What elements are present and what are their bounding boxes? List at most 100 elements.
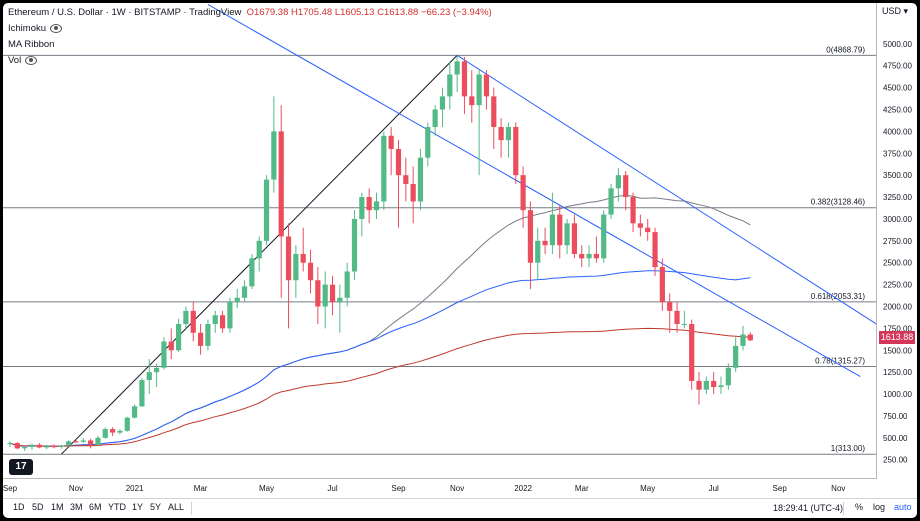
currency-selector[interactable]: USD ▾ bbox=[882, 6, 909, 16]
candle-body bbox=[190, 310, 196, 333]
range-5d[interactable]: 5D bbox=[32, 502, 44, 512]
candle-body bbox=[674, 310, 680, 325]
range-5y[interactable]: 5Y bbox=[150, 502, 162, 512]
candle-body bbox=[293, 253, 299, 281]
x-tick-label: May bbox=[640, 484, 655, 493]
indicator-vol[interactable]: Vol bbox=[8, 55, 38, 66]
fib-level-label: 0(4868.79) bbox=[826, 45, 865, 54]
candle-body bbox=[615, 175, 621, 189]
candle-body bbox=[359, 197, 365, 219]
y-tick-label: 2750.00 bbox=[883, 237, 912, 246]
candle-body bbox=[300, 253, 306, 263]
ohlc-low: L1605.13 bbox=[334, 7, 375, 18]
candle-body bbox=[586, 253, 592, 259]
symbol-header: Ethereum / U.S. Dollar · 1W · BITSTAMP ·… bbox=[8, 7, 492, 18]
candle-body bbox=[212, 315, 218, 325]
candle-body bbox=[483, 74, 490, 97]
candle-body bbox=[520, 175, 526, 211]
y-tick-label: 4000.00 bbox=[883, 127, 912, 136]
divider bbox=[191, 502, 192, 515]
auto-toggle[interactable]: auto bbox=[894, 502, 912, 512]
range-all[interactable]: ALL bbox=[168, 502, 185, 512]
candle-body bbox=[439, 96, 446, 110]
candle-body bbox=[513, 127, 519, 176]
candle-body bbox=[88, 440, 94, 445]
candle-body bbox=[645, 227, 651, 233]
candle-body bbox=[505, 127, 512, 141]
eye-icon[interactable] bbox=[50, 23, 63, 33]
range-3m[interactable]: 3M bbox=[70, 502, 83, 512]
last-price-badge: 1613.88 bbox=[879, 331, 915, 344]
candle-body bbox=[241, 286, 248, 298]
tradingview-logo[interactable]: 17 bbox=[9, 459, 33, 475]
x-tick-label: Mar bbox=[575, 484, 589, 493]
x-tick-label: Nov bbox=[831, 484, 845, 493]
candle-body bbox=[95, 437, 101, 445]
x-tick-label: Nov bbox=[450, 484, 464, 493]
range-6m[interactable]: 6M bbox=[89, 502, 102, 512]
candle-body bbox=[256, 240, 262, 259]
y-tick-label: 2250.00 bbox=[883, 281, 912, 290]
plot-area[interactable]: 0(4868.79) 0.382(3128.46) 0.618(2053.31) 0.… bbox=[3, 3, 912, 493]
candle-body bbox=[395, 148, 402, 176]
candle-body bbox=[659, 267, 665, 303]
price-change: −66.23 (−3.94%) bbox=[420, 7, 492, 18]
candle-body bbox=[718, 385, 724, 388]
candle-body bbox=[263, 179, 270, 241]
range-1d[interactable]: 1D bbox=[13, 502, 25, 512]
candle-body bbox=[307, 262, 314, 281]
candle-body bbox=[601, 214, 607, 259]
candle-body bbox=[608, 188, 614, 215]
candle-body bbox=[381, 135, 387, 202]
range-1m[interactable]: 1M bbox=[51, 502, 64, 512]
indicator-ichimoku[interactable]: Ichimoku bbox=[8, 23, 63, 34]
candle-body bbox=[285, 236, 292, 281]
fib-level-label: 0.382(3128.46) bbox=[811, 198, 866, 207]
candle-body bbox=[733, 345, 739, 368]
eye-icon[interactable] bbox=[25, 55, 38, 65]
percent-toggle[interactable]: % bbox=[855, 502, 864, 512]
log-toggle[interactable]: log bbox=[873, 502, 886, 512]
candle-body bbox=[315, 280, 321, 307]
candle-body bbox=[696, 380, 702, 390]
clock: 18:29:41 (UTC-4) bbox=[773, 503, 844, 513]
candle-body bbox=[344, 271, 350, 298]
y-tick-label: 750.00 bbox=[883, 412, 908, 421]
candle-body bbox=[425, 127, 431, 158]
indicator-label: MA Ribbon bbox=[8, 39, 55, 50]
candle-body bbox=[417, 157, 424, 202]
candle-body bbox=[689, 324, 695, 381]
candle-body bbox=[740, 334, 746, 346]
candle-body bbox=[579, 253, 585, 259]
chart-window: 0(4868.79) 0.382(3128.46) 0.618(2053.31) 0.… bbox=[3, 3, 917, 518]
candle-body bbox=[527, 210, 534, 263]
y-tick-label: 500.00 bbox=[883, 434, 908, 443]
candle-body bbox=[329, 284, 336, 303]
candle-body bbox=[667, 302, 673, 311]
candle-body bbox=[227, 302, 233, 329]
indicator-ma-ribbon[interactable]: MA Ribbon bbox=[8, 39, 54, 50]
fib-level-label: 0.618(2053.31) bbox=[811, 292, 866, 301]
symbol-title: Ethereum / U.S. Dollar · 1W · BITSTAMP ·… bbox=[8, 7, 242, 18]
range-ytd[interactable]: YTD bbox=[108, 502, 126, 512]
x-tick-label: Jul bbox=[327, 484, 337, 493]
candle-body bbox=[154, 367, 160, 373]
candle-body bbox=[322, 284, 328, 307]
candle-body bbox=[161, 341, 167, 368]
candle-body bbox=[102, 429, 108, 438]
fib-level-label: 1(313.00) bbox=[831, 444, 866, 453]
candle-body bbox=[22, 447, 28, 449]
candle-body bbox=[403, 175, 409, 184]
y-tick-label: 4750.00 bbox=[883, 62, 912, 71]
candle-body bbox=[132, 406, 138, 418]
candle-body bbox=[278, 131, 284, 237]
candle-body bbox=[388, 135, 394, 149]
y-tick-label: 3000.00 bbox=[883, 215, 912, 224]
price-chart[interactable]: 0(4868.79) 0.382(3128.46) 0.618(2053.31) 0.… bbox=[3, 3, 917, 498]
candle-body bbox=[124, 417, 130, 431]
candle-body bbox=[58, 445, 64, 447]
range-1y[interactable]: 1Y bbox=[132, 502, 144, 512]
candle-body bbox=[637, 223, 643, 228]
y-tick-label: 1500.00 bbox=[883, 346, 912, 355]
candle-body bbox=[410, 183, 416, 202]
